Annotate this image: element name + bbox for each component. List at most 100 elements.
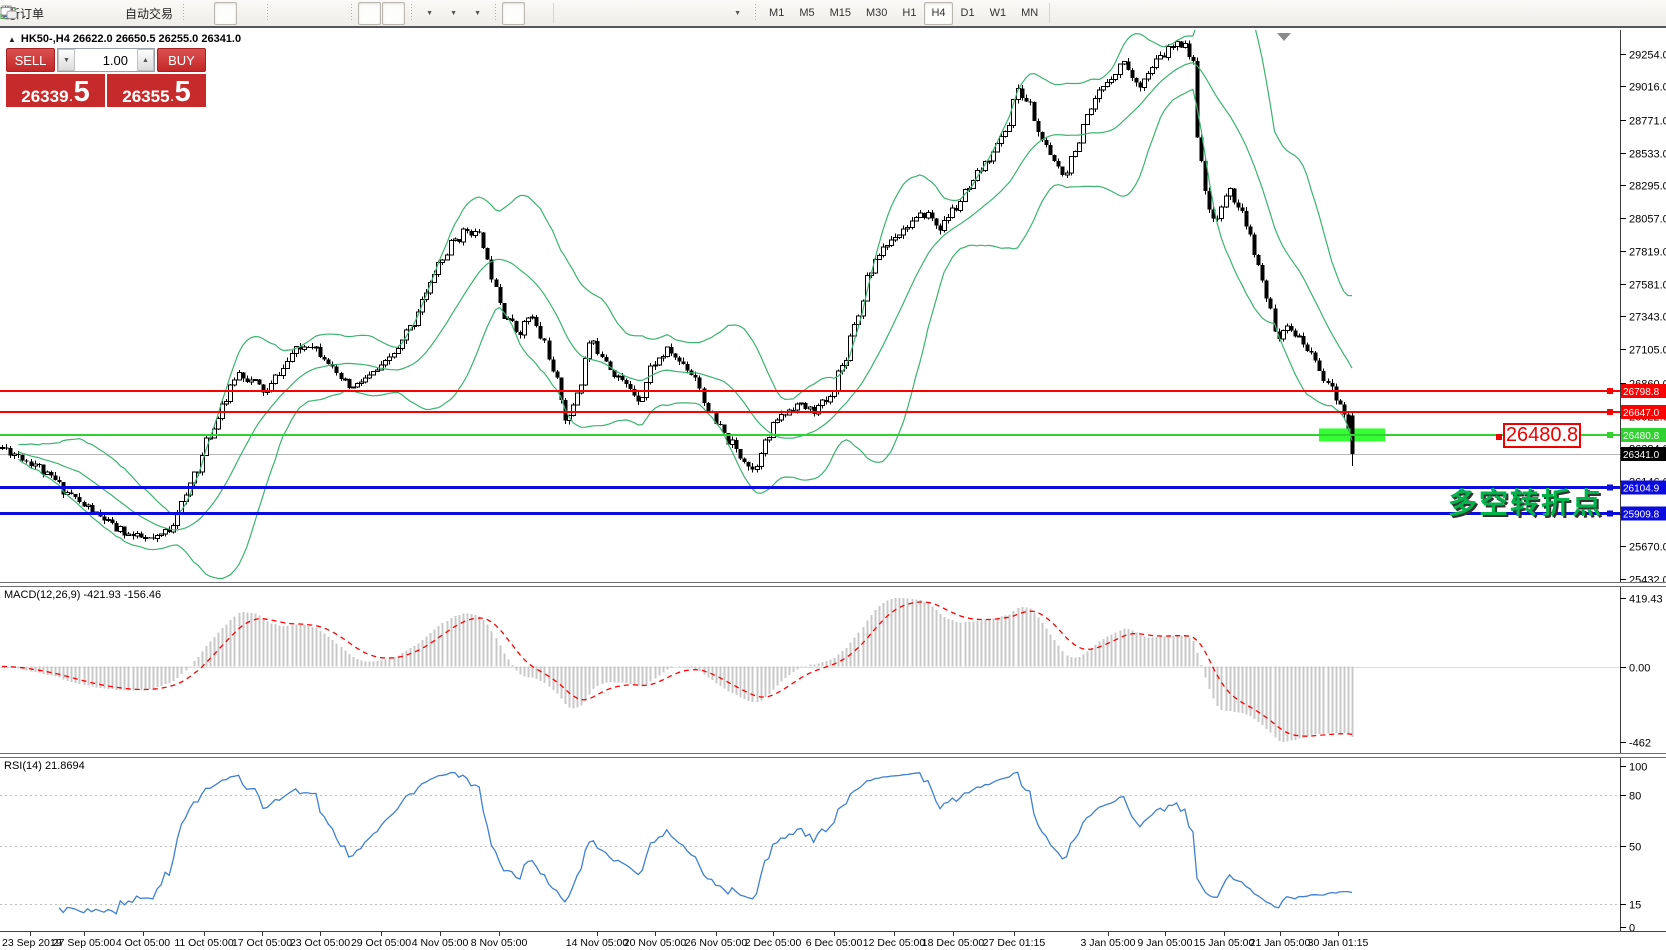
- price-callout[interactable]: 26480.8: [1503, 423, 1581, 448]
- one-click-collapse-icon[interactable]: ▲: [8, 34, 16, 44]
- level-marker[interactable]: [1607, 484, 1613, 491]
- toolbar: 新订单 自动交易 ▼ ▼: [0, 0, 1666, 28]
- panel-separator[interactable]: [0, 753, 1666, 758]
- timeframe-m5-button[interactable]: M5: [799, 7, 815, 19]
- level-marker[interactable]: [1607, 432, 1613, 438]
- arrows-tool-button[interactable]: ▼: [2, 2, 749, 25]
- svg-text:27 Sep 05:00: 27 Sep 05:00: [53, 937, 116, 949]
- toolbar-grip: [409, 3, 415, 23]
- autotrading-label: 自动交易: [125, 6, 174, 21]
- line-chart-type-button[interactable]: [2, 2, 261, 25]
- candlestick-chart-type-button[interactable]: [2, 1, 238, 25]
- new-chart-button[interactable]: ▼: [1, 2, 441, 25]
- trendline-tool-button[interactable]: [2, 2, 629, 25]
- vertical-line-tool-button[interactable]: [7, 2, 581, 25]
- timeframe-h4-button[interactable]: H4: [924, 1, 953, 25]
- svg-text:4 Nov 05:00: 4 Nov 05:00: [412, 937, 469, 949]
- svg-text:28533.0: 28533.0: [1629, 149, 1666, 161]
- svg-text:14 Nov 05:00: 14 Nov 05:00: [566, 937, 629, 949]
- svg-text:21 Jan 05:00: 21 Jan 05:00: [1250, 937, 1311, 949]
- svg-text:4 Oct 05:00: 4 Oct 05:00: [116, 937, 170, 949]
- callout-anchor-marker[interactable]: [1496, 434, 1502, 440]
- svg-text:15: 15: [1629, 900, 1641, 912]
- volume-decrease-button[interactable]: ▼: [58, 49, 75, 71]
- svg-text:26647.0: 26647.0: [1623, 408, 1660, 419]
- rsi-levels: [0, 795, 1620, 905]
- crosshair-tool-button[interactable]: [1, 2, 549, 25]
- timeframe-m1-button[interactable]: M1: [769, 7, 785, 19]
- svg-text:29 Oct 05:00: 29 Oct 05:00: [351, 937, 411, 949]
- toolbar-grip: [493, 3, 499, 23]
- chart-header: ▲ HK50-,H4 26622.0 26650.5 26255.0 26341…: [8, 33, 241, 45]
- svg-text:50: 50: [1629, 842, 1641, 854]
- svg-text:12 Dec 05:00: 12 Dec 05:00: [863, 937, 926, 949]
- svg-text:6 Dec 05:00: 6 Dec 05:00: [806, 937, 863, 949]
- search-button[interactable]: [1, 2, 1633, 25]
- buy-price[interactable]: 26355 . 5: [107, 74, 206, 107]
- sell-price-pip: 5: [73, 76, 90, 109]
- svg-text:9 Jan 05:00: 9 Jan 05:00: [1138, 937, 1193, 949]
- svg-text:18 Dec 05:00: 18 Dec 05:00: [922, 937, 985, 949]
- zoom-in-button[interactable]: [2, 2, 297, 25]
- signals-button[interactable]: [1, 2, 120, 25]
- sell-price-dot: .: [69, 91, 73, 104]
- buy-button[interactable]: BUY: [157, 48, 206, 72]
- svg-text:27105.0: 27105.0: [1629, 345, 1666, 357]
- svg-text:3 Jan 05:00: 3 Jan 05:00: [1081, 937, 1136, 949]
- cursor-tool-button[interactable]: [5, 1, 526, 25]
- volume-value[interactable]: 1.00: [102, 52, 128, 68]
- chart-profiles-button[interactable]: ▼: [2, 2, 465, 25]
- chart-shift-marker[interactable]: [1277, 33, 1291, 41]
- toolbar-separator: [1049, 3, 1051, 23]
- timeframe-m30-button[interactable]: M30: [866, 7, 888, 19]
- svg-text:25909.8: 25909.8: [1623, 510, 1660, 521]
- zoom-out-button[interactable]: [2, 2, 321, 25]
- timeframe-mn-button[interactable]: MN: [1021, 7, 1039, 19]
- auto-scroll-button[interactable]: [2, 1, 382, 25]
- volume-stepper: ▼ 1.00 ▲: [57, 48, 155, 72]
- macd-histogram: [5, 598, 1354, 742]
- text-tool-button[interactable]: A: [3, 2, 701, 25]
- macd-panel[interactable]: 419.43 0.00 -462: [0, 587, 1666, 753]
- panel-separator[interactable]: [0, 582, 1666, 587]
- tile-windows-button[interactable]: [2, 2, 345, 25]
- svg-text:11 Oct 05:00: 11 Oct 05:00: [174, 937, 234, 949]
- rsi-panel[interactable]: 100 80 50 15 0: [0, 758, 1666, 931]
- terminal-button[interactable]: [1, 2, 96, 25]
- autotrading-button[interactable]: 自动交易: [2, 2, 177, 25]
- horizontal-line-tool-button[interactable]: [2, 2, 605, 25]
- chart-shift-button[interactable]: [2, 1, 406, 25]
- svg-text:29254.0: 29254.0: [1629, 50, 1666, 62]
- hammer-button[interactable]: [1, 2, 72, 25]
- timeframe-w1-button[interactable]: W1: [989, 7, 1007, 19]
- timeframe-h1-button[interactable]: H1: [902, 7, 917, 19]
- text-label-tool-button[interactable]: T: [1, 2, 725, 25]
- svg-text:80: 80: [1629, 791, 1641, 803]
- timeframe-m15-button[interactable]: M15: [829, 7, 851, 19]
- pivot-annotation[interactable]: 多空转折点: [1448, 488, 1604, 520]
- svg-text:28057.0: 28057.0: [1629, 214, 1666, 226]
- svg-text:23 Oct 05:00: 23 Oct 05:00: [290, 937, 350, 949]
- rsi-label: RSI(14) 21.8694: [4, 760, 85, 772]
- channel-tool-button[interactable]: E: [1, 2, 653, 25]
- chat-button[interactable]: [0, 2, 1660, 25]
- svg-text:8 Nov 05:00: 8 Nov 05:00: [471, 937, 528, 949]
- indicators-button[interactable]: ▼: [0, 2, 489, 25]
- fibonacci-tool-button[interactable]: F: [2, 2, 677, 25]
- level-marker[interactable]: [1607, 510, 1613, 517]
- level-marker[interactable]: [1607, 388, 1613, 394]
- svg-text:26798.8: 26798.8: [1623, 387, 1660, 398]
- rsi-line: [58, 771, 1353, 915]
- current-price-tag: [1621, 447, 1666, 461]
- sell-button[interactable]: SELL: [6, 48, 55, 72]
- sell-price[interactable]: 26339 . 5: [6, 74, 105, 107]
- level-marker[interactable]: [1607, 409, 1613, 415]
- one-click-trading-panel: SELL ▼ 1.00 ▲ BUY 26339 . 5 26355 . 5: [6, 48, 206, 107]
- toolbar-separator: [553, 3, 555, 23]
- bar-chart-type-button[interactable]: [2, 2, 213, 25]
- volume-increase-button[interactable]: ▲: [137, 49, 154, 71]
- timeframe-d1-button[interactable]: D1: [960, 7, 975, 19]
- main-price-chart[interactable]: 29254.0 29016.0 28771.0 28533.0 28295.0 28057…: [0, 30, 1666, 582]
- svg-text:0.00: 0.00: [1629, 663, 1650, 675]
